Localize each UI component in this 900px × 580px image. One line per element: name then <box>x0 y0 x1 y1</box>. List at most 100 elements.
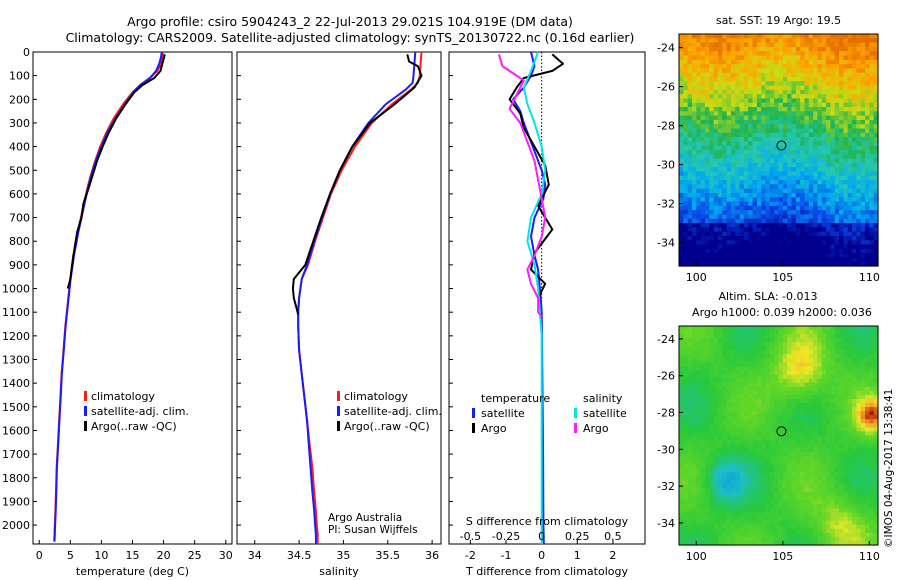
map-cell <box>804 210 810 216</box>
map-cell <box>752 382 758 388</box>
map-cell <box>756 467 762 473</box>
map-cell <box>700 334 706 339</box>
map-cell <box>834 500 840 506</box>
map-cell <box>860 516 866 522</box>
map-cell <box>704 484 710 489</box>
map-cell <box>679 512 684 518</box>
map-cell <box>765 419 771 424</box>
map-cell <box>735 439 741 445</box>
map-cell <box>856 34 862 39</box>
map-cell <box>873 330 879 335</box>
map-cell <box>761 175 767 181</box>
map-cell <box>679 162 684 168</box>
map-cell <box>808 472 814 477</box>
map-cell <box>679 415 684 420</box>
map-cell <box>730 394 736 400</box>
map-cell <box>726 350 732 355</box>
map-cell <box>782 218 788 224</box>
map-cell <box>761 504 767 510</box>
map-cell <box>856 399 862 404</box>
map-cell <box>847 488 853 493</box>
map-cell <box>804 257 810 263</box>
map-cell <box>765 358 771 364</box>
map-cell <box>687 427 693 433</box>
map-cell <box>843 407 849 412</box>
map-cell <box>735 261 741 267</box>
map-cell <box>782 403 788 408</box>
map-cell <box>726 68 732 74</box>
map-cell <box>722 467 728 473</box>
map-cell <box>687 520 693 526</box>
map-cell <box>683 350 689 355</box>
map-cell <box>787 240 793 246</box>
map-cell <box>808 184 814 190</box>
map-cell <box>813 390 819 396</box>
map-cell <box>713 520 719 526</box>
map-cell <box>778 378 784 384</box>
map-cell <box>791 257 797 263</box>
map-cell <box>852 214 857 220</box>
map-cell <box>748 141 754 147</box>
map-cell <box>748 403 754 408</box>
map-cell <box>847 162 853 168</box>
map-cell <box>748 399 754 404</box>
map-cell <box>691 124 697 130</box>
map-cell <box>704 488 710 493</box>
map-cell <box>860 184 866 190</box>
map-cell <box>843 330 849 335</box>
map-cell <box>726 326 732 331</box>
map-cell <box>709 463 715 469</box>
map-cell <box>730 175 736 181</box>
map-cell <box>726 500 732 506</box>
map-cell <box>865 484 870 489</box>
map-cell <box>839 330 844 335</box>
map-cell <box>782 451 788 457</box>
map-cell <box>743 94 749 100</box>
map-cell <box>679 94 684 100</box>
map-cell <box>761 480 767 485</box>
map-cell <box>769 180 775 185</box>
map-cell <box>865 419 870 424</box>
map-cell <box>808 492 814 497</box>
map-cell <box>834 42 840 48</box>
map-cell <box>722 188 728 194</box>
map-cell <box>800 459 806 465</box>
map-cell <box>817 231 823 237</box>
map-cell <box>739 439 745 445</box>
map-cell <box>761 374 767 380</box>
map-cell <box>813 115 819 121</box>
map-cell <box>683 248 689 254</box>
map-cell <box>752 231 758 237</box>
map-cell <box>834 94 840 100</box>
map-cell <box>696 51 702 57</box>
map-cell <box>795 46 801 52</box>
map-cell <box>735 447 741 453</box>
map-cell <box>782 85 788 91</box>
map-cell <box>700 214 706 220</box>
map-cell <box>795 51 801 57</box>
map-cell <box>821 403 827 408</box>
map-cell <box>769 244 775 250</box>
map-cell <box>800 85 806 91</box>
map-cell <box>787 346 793 351</box>
map-cell <box>769 42 775 48</box>
map-cell <box>709 171 715 177</box>
map-cell <box>804 508 810 514</box>
map-cell <box>843 188 849 194</box>
map-cell <box>765 435 771 441</box>
map-cell <box>700 55 706 61</box>
map-cell <box>843 439 849 445</box>
map-cell <box>791 480 797 485</box>
map-cell <box>795 423 801 428</box>
map-cell <box>765 137 771 143</box>
map-cell <box>873 504 879 510</box>
map-cell <box>774 197 780 203</box>
map-cell <box>791 89 797 95</box>
map-cell <box>743 374 749 380</box>
map-cell <box>830 81 836 87</box>
map-cell <box>735 350 741 355</box>
map-cell <box>852 407 857 412</box>
map-cell <box>713 378 719 384</box>
map-cell <box>873 218 879 224</box>
map-cell <box>795 326 801 331</box>
